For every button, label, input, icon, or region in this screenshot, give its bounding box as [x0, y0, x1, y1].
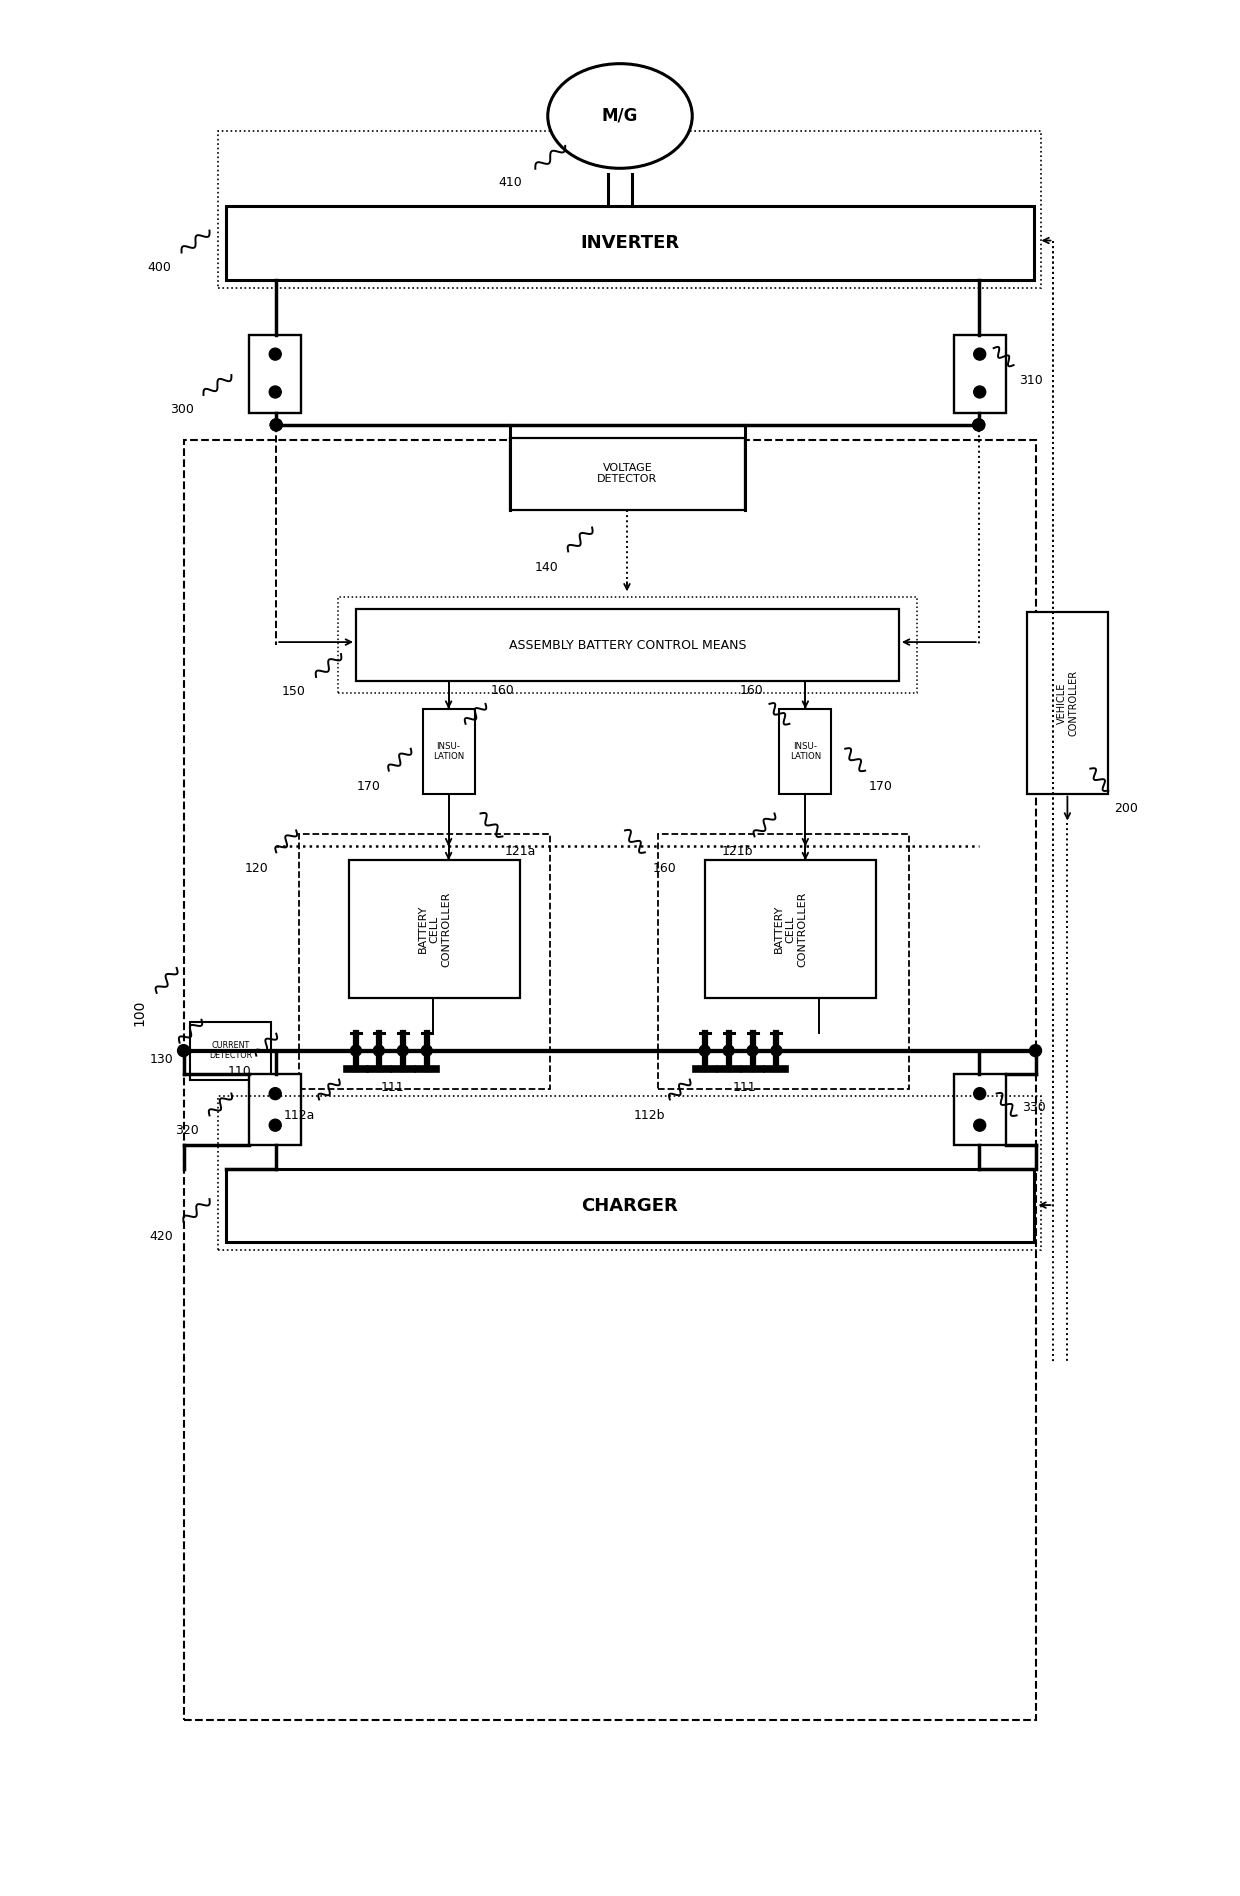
Circle shape [422, 1045, 433, 1056]
Text: 110: 110 [227, 1066, 252, 1079]
Text: 170: 170 [357, 779, 381, 793]
Text: 121a: 121a [505, 846, 536, 857]
Circle shape [269, 387, 281, 398]
Bar [218, 1096, 1042, 1249]
Circle shape [973, 1119, 986, 1132]
Text: VOLTAGE
DETECTOR: VOLTAGE DETECTOR [598, 463, 657, 485]
Circle shape [699, 1045, 711, 1056]
Text: 400: 400 [148, 262, 171, 273]
Circle shape [177, 1045, 190, 1056]
Text: CURRENT
DETECTOR: CURRENT DETECTOR [208, 1041, 252, 1060]
Bar [356, 609, 899, 681]
Bar [1027, 612, 1109, 794]
Bar [249, 1073, 301, 1145]
Bar [780, 709, 831, 794]
Circle shape [397, 1045, 408, 1056]
Circle shape [746, 1045, 758, 1056]
Text: 330: 330 [1022, 1102, 1045, 1115]
Circle shape [1029, 1045, 1042, 1056]
Text: ASSEMBLY BATTERY CONTROL MEANS: ASSEMBLY BATTERY CONTROL MEANS [508, 639, 746, 652]
Circle shape [269, 1088, 281, 1100]
Text: 160: 160 [739, 684, 764, 698]
Text: VEHICLE
CONTROLLER: VEHICLE CONTROLLER [1056, 669, 1079, 736]
Bar [954, 1073, 1006, 1145]
Circle shape [269, 1119, 281, 1132]
Circle shape [351, 1045, 361, 1056]
Ellipse shape [548, 64, 692, 169]
Text: 111: 111 [381, 1081, 404, 1094]
Text: 310: 310 [1018, 374, 1043, 387]
Text: BATTERY
CELL
CONTROLLER: BATTERY CELL CONTROLLER [418, 891, 451, 967]
Text: 160: 160 [653, 863, 677, 874]
Circle shape [972, 419, 985, 430]
Text: 112b: 112b [634, 1109, 666, 1122]
Bar [511, 438, 744, 510]
Bar [249, 336, 301, 413]
Text: 120: 120 [244, 863, 268, 874]
Text: M/G: M/G [601, 106, 639, 125]
Text: 112a: 112a [284, 1109, 315, 1122]
Text: 140: 140 [534, 561, 558, 574]
Text: INSU-
LATION: INSU- LATION [433, 741, 464, 760]
Text: 420: 420 [150, 1231, 174, 1244]
Bar [704, 861, 877, 997]
Circle shape [270, 419, 283, 430]
Circle shape [723, 1045, 734, 1056]
Circle shape [269, 349, 281, 360]
Text: 170: 170 [869, 779, 893, 793]
Circle shape [270, 419, 283, 430]
Bar [348, 861, 521, 997]
Bar [339, 597, 916, 692]
Bar [227, 1170, 1033, 1242]
Circle shape [973, 349, 986, 360]
Text: BATTERY
CELL
CONTROLLER: BATTERY CELL CONTROLLER [774, 891, 807, 967]
Circle shape [771, 1045, 782, 1056]
Bar [658, 834, 909, 1090]
Circle shape [373, 1045, 384, 1056]
Text: 410: 410 [498, 176, 522, 190]
Text: 300: 300 [170, 404, 193, 417]
Text: 160: 160 [491, 684, 515, 698]
Bar [423, 709, 475, 794]
Text: 130: 130 [150, 1052, 174, 1066]
Text: 150: 150 [281, 686, 305, 698]
Bar [184, 440, 1035, 1720]
Bar [299, 834, 551, 1090]
Text: 320: 320 [175, 1124, 198, 1138]
Text: INVERTER: INVERTER [580, 233, 680, 252]
Text: 100: 100 [133, 999, 146, 1026]
Circle shape [973, 387, 986, 398]
Bar [218, 131, 1042, 288]
Bar [190, 1022, 272, 1079]
Circle shape [973, 1088, 986, 1100]
Bar [227, 205, 1033, 281]
Text: INSU-
LATION: INSU- LATION [790, 741, 821, 760]
Text: CHARGER: CHARGER [582, 1196, 678, 1215]
Circle shape [972, 419, 985, 430]
Bar [954, 336, 1006, 413]
Text: 111: 111 [733, 1081, 756, 1094]
Text: 121b: 121b [722, 846, 754, 857]
Text: 200: 200 [1115, 802, 1138, 815]
